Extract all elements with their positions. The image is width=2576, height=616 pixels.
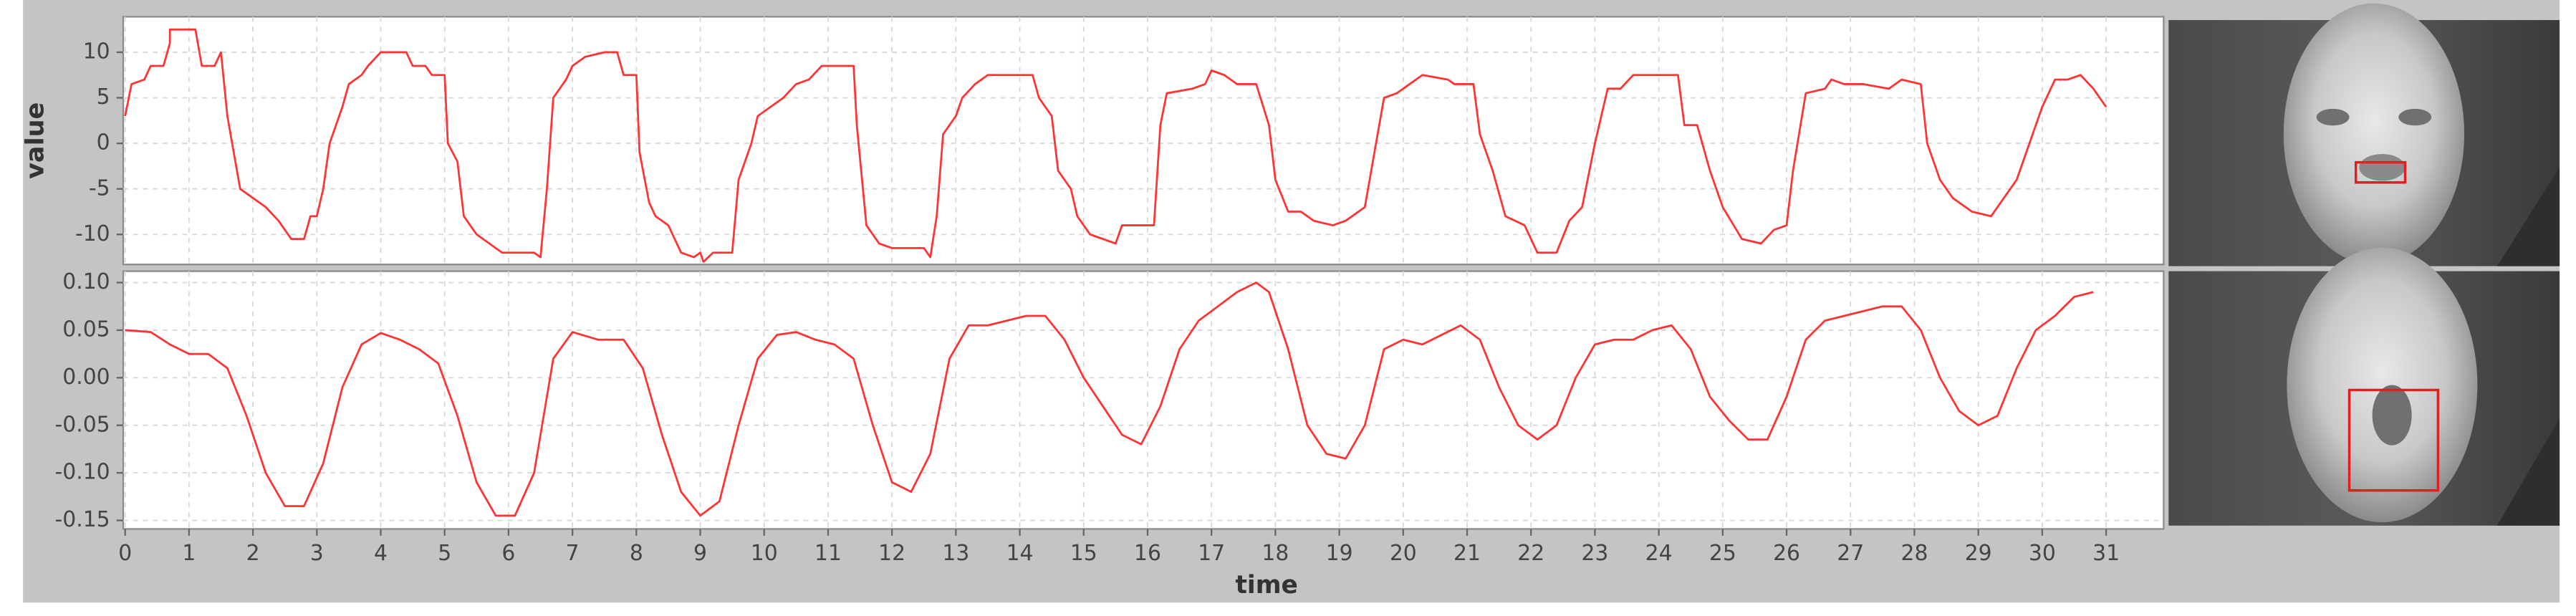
x-tick-label: 19: [1326, 541, 1353, 566]
x-tick-label: 1: [182, 541, 196, 566]
x-tick-label: 29: [1965, 541, 1992, 566]
x-tick-label: 30: [2029, 541, 2056, 566]
y-axis-label: value: [21, 102, 50, 179]
y-tick-label: -5: [89, 175, 110, 201]
x-tick-label: 2: [246, 541, 260, 566]
x-tick-label: 22: [1517, 541, 1544, 566]
y-tick-label: 0.05: [62, 317, 110, 342]
x-tick-label: 26: [1773, 541, 1800, 566]
x-tick-label: 16: [1134, 541, 1161, 566]
data-line: [125, 281, 2094, 517]
x-tick-label: 11: [814, 541, 842, 566]
y-tick-label: 10: [83, 39, 110, 64]
x-tick-label: 20: [1390, 541, 1417, 566]
x-tick-label: 17: [1198, 541, 1225, 566]
plot-area: [122, 270, 2165, 530]
y-tick-label: -0.05: [55, 412, 110, 437]
x-tick-label: 28: [1901, 541, 1928, 566]
y-tick-label: -0.10: [55, 459, 110, 484]
x-tick-label: 8: [630, 541, 643, 566]
x-tick-label: 6: [501, 541, 515, 566]
thermal-image-top: [2168, 3, 2560, 266]
x-tick-label: 0: [118, 541, 132, 566]
data-line: [124, 28, 2108, 263]
x-tick-label: 15: [1070, 541, 1097, 566]
chart: 0 1 2 3 4 5 6 7 8 9 10 11 12 13 14 15 16 17 18 19 20 21 22 23 24…: [55, 269, 2165, 600]
plot-area: [122, 16, 2165, 266]
x-tick-label: 14: [1006, 541, 1034, 566]
x-tick-label: 3: [310, 541, 324, 566]
x-tick-label: 27: [1837, 541, 1864, 566]
x-tick-label: 23: [1581, 541, 1608, 566]
x-tick-label: 10: [751, 541, 778, 566]
x-tick-label: 12: [878, 541, 905, 566]
y-tick-label: -10: [75, 221, 110, 246]
x-tick-label: 9: [693, 541, 707, 566]
x-axis-label: time: [1235, 571, 1297, 600]
y-tick-label: 0: [97, 130, 110, 155]
thermal-image-bottom: [2168, 247, 2560, 526]
x-tick-label: 7: [566, 541, 580, 566]
y-tick-label: 0.10: [62, 269, 110, 294]
x-tick-label: 18: [1261, 541, 1289, 566]
x-tick-label: 21: [1453, 541, 1481, 566]
y-tick-label: 0.00: [62, 365, 110, 390]
y-tick-label: -0.15: [55, 507, 110, 532]
x-tick-label: 4: [374, 541, 388, 566]
x-tick-label: 24: [1645, 541, 1673, 566]
x-tick-label: 25: [1709, 541, 1736, 566]
x-tick-label: 5: [438, 541, 451, 566]
x-tick-label: 31: [2092, 541, 2120, 566]
y-tick-label: 5: [97, 85, 110, 110]
x-tick-label: 13: [942, 541, 969, 566]
chart: 10 5 0 -5 -10 value: [21, 16, 2165, 266]
